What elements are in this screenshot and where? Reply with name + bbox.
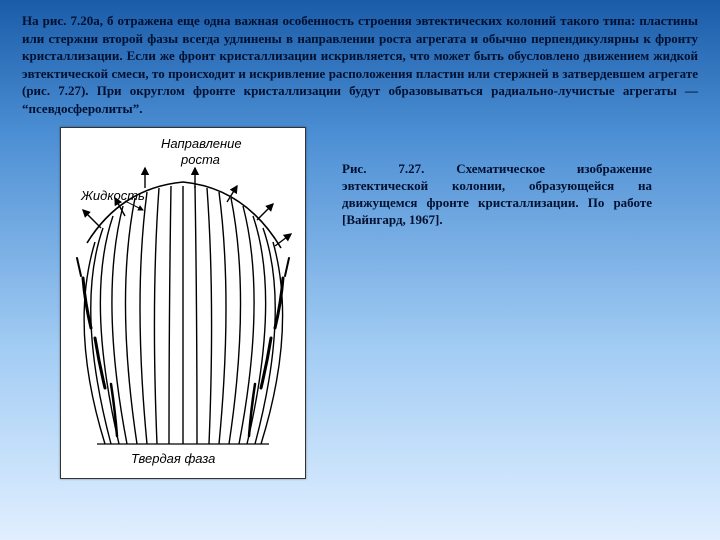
figure-svg: Направлениероста Жидкость Твердая фаза [61, 128, 305, 478]
svg-text:роста: роста [180, 152, 220, 167]
figure-caption: Рис. 7.27. Схематическое изображение эвт… [342, 161, 652, 229]
figure-7-27: Направлениероста Жидкость Твердая фаза [60, 127, 306, 479]
main-paragraph: На рис. 7.20а, б отражена еще одна важна… [0, 0, 720, 117]
svg-text:Направление: Направление [161, 136, 242, 151]
content-row: Направлениероста Жидкость Твердая фаза Рис… [0, 117, 720, 479]
svg-text:Твердая фаза: Твердая фаза [131, 451, 215, 466]
svg-text:Жидкость: Жидкость [80, 188, 145, 203]
